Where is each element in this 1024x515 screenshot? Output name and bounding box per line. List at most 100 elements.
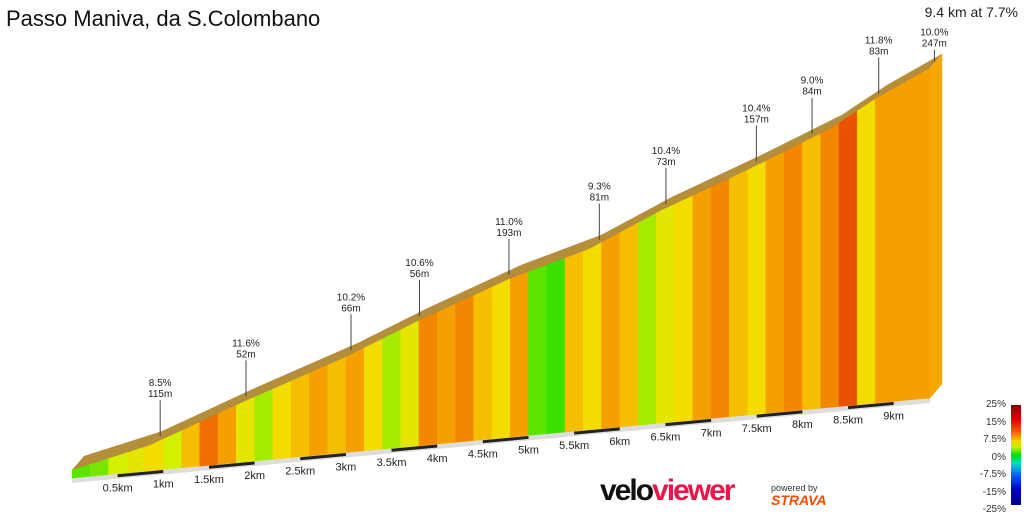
annotation-length: 81m xyxy=(590,193,609,204)
gradient-segment xyxy=(418,311,438,446)
gradient-segment xyxy=(856,98,876,406)
x-tick-label: 2.5km xyxy=(285,466,315,478)
gradient-segment xyxy=(345,347,365,453)
annotation-length: 193m xyxy=(496,228,521,239)
x-tick-label: 8.5km xyxy=(833,415,863,427)
annotation-grade: 10.4% xyxy=(652,146,680,157)
x-tick-label: 5.5km xyxy=(559,440,589,452)
gradient-segment xyxy=(327,356,347,455)
annotation-length: 157m xyxy=(744,114,769,125)
gradient-segment xyxy=(473,286,493,441)
x-tick-label: 4.5km xyxy=(468,449,498,461)
annotation-length: 115m xyxy=(148,389,172,400)
gradient-segment xyxy=(729,169,748,417)
x-tick-label: 1.5km xyxy=(194,474,224,486)
x-tick-label: 1km xyxy=(153,478,174,490)
gradient-segment xyxy=(254,388,274,462)
x-tick-label: 2km xyxy=(244,470,265,482)
gradient-segment xyxy=(783,142,803,412)
gradient-segment xyxy=(455,294,474,443)
gradient-segment xyxy=(820,122,840,409)
annotation-length: 83m xyxy=(869,46,888,57)
climb-summary: 9.4 km at 7.7% xyxy=(924,4,1018,20)
x-tick-label: 0.5km xyxy=(103,483,133,495)
annotation-grade: 10.6% xyxy=(405,258,433,269)
legend-tick: -25% xyxy=(982,504,1006,515)
annotation-grade: 11.6% xyxy=(232,338,260,349)
gradient-segment xyxy=(290,372,310,458)
km-dash xyxy=(574,427,620,435)
gradient-segment xyxy=(674,195,694,423)
km-dash xyxy=(847,401,894,410)
x-tick-label: 5km xyxy=(518,444,539,456)
gradient-segment xyxy=(363,338,383,452)
x-tick-label: 8km xyxy=(792,419,813,431)
gradient-segment xyxy=(309,364,328,457)
annotation-grade: 11.8% xyxy=(865,35,893,46)
annotation-length: 52m xyxy=(236,349,255,360)
legend-tick: -7.5% xyxy=(979,469,1006,480)
gradient-segment xyxy=(911,67,931,400)
km-dash xyxy=(482,435,529,444)
gradient-segment xyxy=(838,110,858,407)
gradient-segment xyxy=(747,160,767,416)
annotation-grade: 8.5% xyxy=(149,378,172,389)
annotation-grade: 10.2% xyxy=(337,292,365,303)
km-dash xyxy=(756,410,803,418)
legend-tick: 7.5% xyxy=(983,434,1006,445)
gradient-segment xyxy=(400,320,420,448)
km-dash xyxy=(208,461,255,469)
gradient-segment xyxy=(710,177,730,419)
x-tick-label: 3.5km xyxy=(377,457,407,469)
gradient-segment xyxy=(546,257,566,435)
x-tick-label: 7km xyxy=(701,427,722,439)
annotation-grade: 11.0% xyxy=(495,217,523,228)
legend-tick: 15% xyxy=(985,416,1006,428)
gradient-segment xyxy=(436,303,456,445)
gradient-segment xyxy=(528,264,548,436)
annotation-grade: 10.0% xyxy=(920,28,948,39)
gradient-segment xyxy=(692,186,712,421)
x-tick-label: 6km xyxy=(609,436,630,448)
gradient-segment xyxy=(272,380,292,460)
gradient-segment xyxy=(491,278,511,440)
legend-tick: 0% xyxy=(991,451,1006,463)
x-tick-label: 7.5km xyxy=(742,423,772,435)
gradient-segment xyxy=(637,212,657,426)
gradient-segment xyxy=(601,232,621,429)
km-dash xyxy=(300,452,347,461)
annotation-length: 66m xyxy=(341,303,360,314)
annotation-length: 73m xyxy=(656,157,675,168)
gradient-segment xyxy=(509,271,529,438)
x-tick-label: 6.5km xyxy=(650,432,680,444)
gradient-segment xyxy=(656,203,675,424)
legend-tick: -15% xyxy=(982,486,1006,498)
x-tick-label: 9km xyxy=(883,410,904,422)
annotation-length: 247m xyxy=(922,39,947,50)
gradient-color-scale xyxy=(1011,405,1021,505)
gradient-segment xyxy=(382,329,401,450)
km-dash xyxy=(391,444,438,452)
gradient-segment xyxy=(619,222,639,428)
veloviewer-logo: veloviewer xyxy=(600,474,735,507)
x-tick-label: 3km xyxy=(336,461,357,473)
annotation-grade: 9.3% xyxy=(588,182,611,193)
legend-tick: 25% xyxy=(985,399,1006,410)
gradient-segment xyxy=(765,151,785,414)
strava-logo: STRAVA xyxy=(771,492,827,508)
gradient-segment xyxy=(199,413,219,467)
gradient-segment xyxy=(875,87,894,404)
annotation-length: 84m xyxy=(802,87,821,98)
annotation-grade: 10.4% xyxy=(742,103,770,114)
gradient-segment xyxy=(564,250,584,433)
profile-end-face xyxy=(930,53,943,398)
x-tick-label: 4km xyxy=(427,453,448,465)
powered-by-label: powered by xyxy=(771,483,818,493)
gradient-segment xyxy=(236,396,255,463)
annotation-length: 56m xyxy=(410,269,429,280)
gradient-segment xyxy=(217,404,237,465)
km-dash xyxy=(117,469,164,478)
gradient-segment xyxy=(893,77,913,402)
km-dash xyxy=(665,418,712,427)
annotation-grade: 9.0% xyxy=(801,76,824,87)
